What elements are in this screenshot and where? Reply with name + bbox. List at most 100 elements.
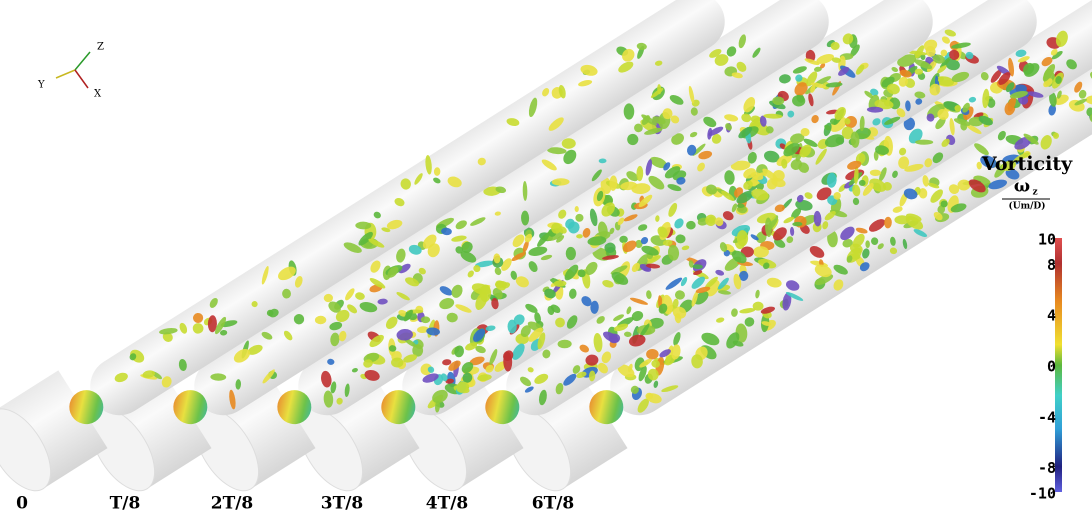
vortex-blob bbox=[627, 363, 633, 373]
vortex-blob bbox=[650, 88, 664, 98]
vortex-blob bbox=[974, 143, 989, 156]
vortex-blob bbox=[630, 385, 639, 394]
vortex-blob bbox=[369, 278, 386, 289]
vortex-blob bbox=[927, 182, 940, 189]
vortex-blob bbox=[1050, 48, 1058, 56]
vortex-blob bbox=[585, 261, 598, 275]
panel-label: T/8 bbox=[110, 494, 141, 514]
vortex-blob bbox=[628, 334, 646, 347]
vortex-blob bbox=[159, 328, 178, 335]
vortex-blob bbox=[782, 292, 792, 311]
vortex-blob bbox=[852, 197, 860, 206]
vortex-blob bbox=[787, 110, 795, 118]
vortex-blob bbox=[1005, 168, 1020, 180]
vortex-blob bbox=[730, 160, 751, 171]
vortex-blob bbox=[1074, 81, 1083, 93]
vortex-blob bbox=[178, 358, 187, 372]
vortex-blob bbox=[527, 367, 534, 373]
vortex-blob bbox=[1017, 56, 1030, 63]
vortex-blob bbox=[1042, 63, 1056, 82]
pipe-inlet bbox=[0, 370, 108, 489]
vortex-blob bbox=[774, 204, 785, 213]
vortex-blob bbox=[869, 178, 887, 192]
vortex-blob bbox=[455, 304, 472, 313]
vortex-blob bbox=[598, 158, 607, 164]
vortex-blob bbox=[597, 221, 608, 238]
vortex-blob bbox=[951, 71, 970, 83]
vortex-blob bbox=[813, 66, 822, 72]
vortex-blob bbox=[855, 227, 868, 234]
vortex-blob bbox=[1008, 57, 1015, 77]
vortex-blob bbox=[736, 61, 747, 72]
triad-label: Z bbox=[97, 42, 104, 53]
vortex-blob bbox=[790, 159, 803, 170]
vortex-blob bbox=[398, 310, 408, 317]
vortex-blob bbox=[604, 242, 616, 253]
vortex-blob bbox=[639, 358, 652, 368]
vortex-blob bbox=[293, 314, 305, 325]
vortex-blob bbox=[558, 209, 567, 219]
vortex-blob bbox=[1052, 132, 1060, 139]
colorbar: Vorticity ω z (Um/D) 10 8 4 0 -4 -8 -10 bbox=[981, 153, 1073, 503]
vortex-blob bbox=[613, 323, 629, 332]
vortex-blob bbox=[433, 167, 441, 176]
vortex-blob bbox=[314, 315, 327, 325]
vortex-blob bbox=[321, 370, 332, 388]
vortex-blob bbox=[521, 210, 530, 226]
vortex-blob bbox=[638, 194, 653, 208]
vortex-blob bbox=[403, 354, 418, 363]
vortex-blob bbox=[765, 217, 773, 238]
vortex-blob bbox=[501, 258, 512, 271]
colorbar-tick-label: 8 bbox=[1047, 256, 1056, 274]
vortex-blob bbox=[580, 64, 598, 76]
vortex-blob bbox=[631, 262, 640, 273]
vortex-blob bbox=[940, 49, 948, 57]
vortex-blob bbox=[283, 330, 293, 341]
vortex-blob bbox=[601, 202, 615, 217]
vortex-blob bbox=[572, 365, 581, 374]
vortex-blob bbox=[948, 184, 960, 194]
vortex-blob bbox=[786, 280, 800, 291]
vortex-blob bbox=[387, 266, 399, 278]
triad-label: X bbox=[94, 89, 102, 100]
vortex-blob bbox=[711, 134, 722, 144]
vortex-blob bbox=[918, 188, 928, 199]
vortex-blob bbox=[816, 54, 834, 64]
vortex-blob bbox=[548, 117, 564, 131]
vortex-blob bbox=[707, 127, 713, 140]
vortex-blob bbox=[637, 398, 649, 413]
vortex-blob bbox=[714, 54, 729, 66]
vortex-blob bbox=[574, 206, 579, 213]
vortex-blob bbox=[645, 159, 652, 176]
vortex-blob bbox=[636, 42, 647, 50]
colorbar-tick-label: 0 bbox=[1047, 358, 1056, 376]
pipe bbox=[506, 0, 1092, 492]
vortex-blob bbox=[655, 215, 660, 222]
vortex-blob bbox=[550, 304, 561, 314]
vortex-blob bbox=[635, 239, 643, 249]
vortex-blob bbox=[676, 177, 686, 185]
vortex-blob bbox=[565, 218, 575, 229]
vortex-blob bbox=[528, 261, 538, 273]
vortex-blob bbox=[690, 107, 698, 116]
vortex-blob bbox=[435, 400, 440, 413]
vortex-blob bbox=[420, 316, 431, 324]
vortex-blob bbox=[1014, 136, 1032, 150]
vortex-blob bbox=[433, 177, 441, 184]
vortex-blob bbox=[645, 263, 661, 269]
vortex-blob bbox=[1015, 49, 1027, 58]
vortex-blob bbox=[951, 42, 971, 49]
vortex-blob bbox=[704, 276, 718, 289]
vortex-blob bbox=[553, 280, 567, 287]
vortex-blob bbox=[822, 221, 829, 230]
vortex-blob bbox=[623, 103, 635, 120]
vortex-blob bbox=[495, 186, 507, 194]
vortex-blob bbox=[927, 60, 937, 73]
vortex-blob bbox=[511, 252, 526, 262]
vortex-blob bbox=[654, 60, 663, 66]
vortex-blob bbox=[646, 348, 659, 360]
vortex-blob bbox=[715, 269, 725, 276]
panel-label: 3T/8 bbox=[321, 494, 364, 514]
vortex-blob bbox=[355, 221, 372, 230]
vortex-blob bbox=[588, 370, 596, 382]
